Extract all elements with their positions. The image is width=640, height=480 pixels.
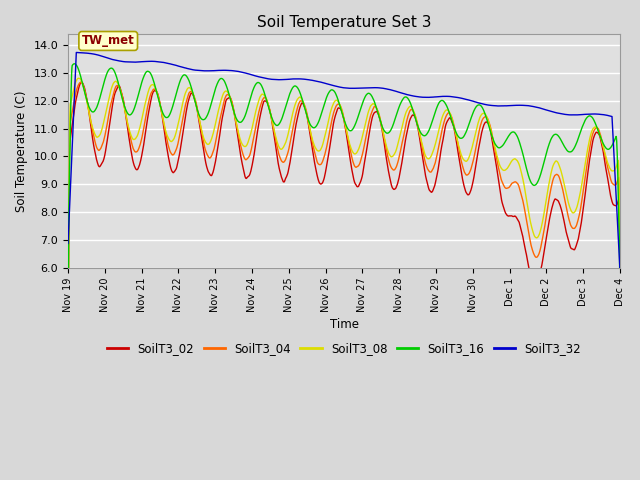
- Y-axis label: Soil Temperature (C): Soil Temperature (C): [15, 90, 28, 212]
- SoilT3_16: [499, 143, 507, 148]
- SoilT3_02: [616, 298, 624, 303]
- SoilT3_02: [600, 156, 608, 161]
- Legend: SoilT3_02, SoilT3_04, SoilT3_08, SoilT3_16, SoilT3_32: SoilT3_02, SoilT3_04, SoilT3_08, SoilT3_…: [102, 337, 586, 360]
- SoilT3_16: [600, 142, 608, 148]
- SoilT3_16: [318, 108, 326, 114]
- SoilT3_08: [75, 75, 83, 81]
- SoilT3_02: [499, 203, 507, 208]
- SoilT3_04: [318, 160, 326, 166]
- SoilT3_08: [499, 167, 507, 173]
- SoilT3_08: [616, 293, 624, 299]
- Line: SoilT3_04: SoilT3_04: [68, 83, 620, 350]
- SoilT3_16: [333, 93, 340, 99]
- SoilT3_04: [600, 148, 608, 154]
- Line: SoilT3_02: SoilT3_02: [68, 82, 620, 353]
- Text: TW_met: TW_met: [82, 35, 134, 48]
- SoilT3_04: [93, 144, 100, 150]
- SoilT3_02: [318, 180, 326, 186]
- SoilT3_08: [318, 144, 326, 149]
- SoilT3_16: [64, 329, 72, 335]
- SoilT3_02: [64, 350, 72, 356]
- SoilT3_04: [499, 181, 507, 187]
- SoilT3_32: [72, 49, 80, 55]
- SoilT3_04: [600, 149, 608, 155]
- SoilT3_04: [616, 296, 624, 301]
- SoilT3_04: [333, 102, 340, 108]
- Title: Soil Temperature Set 3: Soil Temperature Set 3: [257, 15, 431, 30]
- SoilT3_04: [77, 80, 84, 85]
- SoilT3_16: [93, 105, 100, 111]
- SoilT3_32: [499, 103, 507, 109]
- SoilT3_32: [600, 112, 608, 118]
- SoilT3_02: [77, 79, 85, 85]
- SoilT3_02: [600, 154, 608, 159]
- SoilT3_32: [600, 112, 608, 118]
- SoilT3_32: [93, 52, 100, 58]
- SoilT3_02: [333, 108, 340, 114]
- SoilT3_16: [616, 314, 624, 320]
- SoilT3_08: [93, 134, 100, 140]
- Line: SoilT3_32: SoilT3_32: [68, 52, 620, 271]
- SoilT3_32: [333, 84, 340, 89]
- SoilT3_04: [64, 348, 72, 353]
- SoilT3_32: [64, 240, 72, 246]
- SoilT3_32: [318, 80, 326, 85]
- SoilT3_08: [64, 344, 72, 349]
- Line: SoilT3_08: SoilT3_08: [68, 78, 620, 347]
- SoilT3_08: [600, 147, 608, 153]
- SoilT3_08: [333, 97, 340, 103]
- SoilT3_32: [616, 268, 624, 274]
- SoilT3_16: [70, 61, 78, 67]
- SoilT3_16: [600, 143, 608, 148]
- Line: SoilT3_16: SoilT3_16: [68, 64, 620, 332]
- SoilT3_02: [93, 156, 100, 162]
- X-axis label: Time: Time: [330, 318, 358, 331]
- SoilT3_08: [600, 148, 608, 154]
